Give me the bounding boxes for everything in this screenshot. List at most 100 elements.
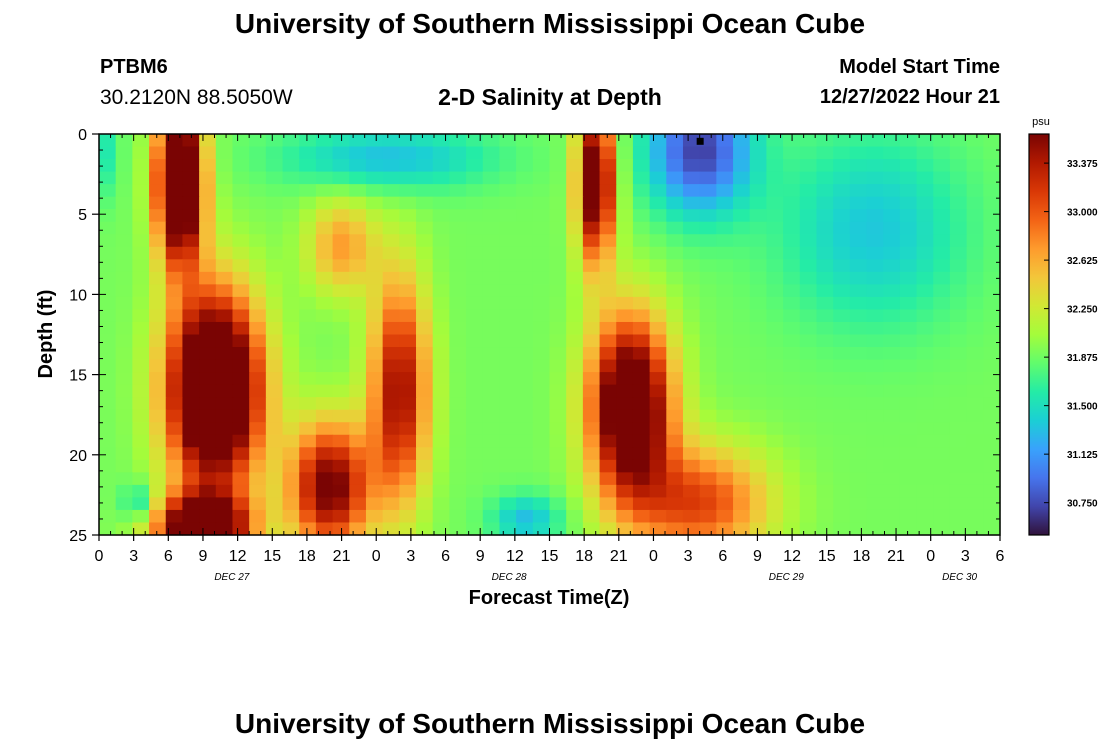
heatmap-cell — [282, 359, 300, 373]
heatmap-cell — [282, 459, 300, 473]
heatmap-cell — [599, 134, 617, 148]
colorbar-tick-label: 31.125 — [1067, 450, 1098, 461]
heatmap-cell — [733, 472, 751, 486]
heatmap-cells — [99, 134, 1001, 536]
heatmap-cell — [165, 271, 184, 285]
heatmap-cell — [165, 321, 184, 336]
heatmap-cell — [349, 209, 367, 223]
heatmap-cell — [132, 334, 150, 348]
heatmap-cell — [416, 497, 434, 511]
heatmap-cell — [883, 422, 901, 436]
heatmap-cell — [332, 372, 350, 386]
heatmap-cell — [399, 309, 417, 323]
heatmap-cell — [416, 309, 434, 323]
heatmap-cell — [616, 372, 634, 386]
heatmap-cell — [766, 171, 784, 185]
heatmap-cell — [516, 497, 534, 511]
heatmap-cell — [849, 134, 868, 148]
heatmap-cell — [516, 146, 534, 160]
heatmap-cell — [833, 259, 851, 273]
heatmap-cell — [115, 334, 133, 348]
heatmap-cell — [966, 184, 984, 198]
heatmap-cell — [132, 196, 150, 210]
heatmap-cell — [282, 484, 300, 499]
heatmap-cell — [365, 434, 384, 448]
heatmap-cell — [649, 271, 667, 285]
heatmap-cell — [616, 384, 634, 398]
heatmap-cell — [199, 497, 217, 511]
heatmap-cell — [716, 234, 734, 248]
heatmap-cell — [699, 359, 717, 373]
heatmap-cell — [115, 447, 133, 461]
heatmap-cell — [983, 397, 1001, 411]
heatmap-cell — [482, 209, 501, 223]
heatmap-cell — [249, 321, 267, 336]
heatmap-cell — [749, 397, 768, 411]
heatmap-cell — [949, 422, 968, 436]
heatmap-cell — [516, 196, 534, 210]
heatmap-cell — [315, 234, 334, 248]
heatmap-cell — [466, 196, 484, 210]
heatmap-cell — [265, 409, 284, 423]
heatmap-cell — [866, 347, 884, 361]
heatmap-cell — [749, 359, 768, 373]
heatmap-cell — [632, 434, 651, 448]
heatmap-cell — [582, 221, 601, 235]
heatmap-cell — [616, 409, 634, 423]
heatmap-cell — [883, 321, 901, 336]
heatmap-cell — [265, 146, 284, 160]
heatmap-cell — [432, 246, 450, 260]
heatmap-cell — [766, 146, 784, 160]
heatmap-cell — [199, 397, 217, 411]
heatmap-cell — [983, 284, 1001, 298]
heatmap-cell — [99, 347, 117, 361]
heatmap-cell — [432, 334, 450, 348]
heatmap-cell — [783, 296, 801, 311]
heatmap-cell — [966, 334, 984, 348]
heatmap-cell — [816, 134, 834, 148]
heatmap-cell — [966, 284, 984, 298]
heatmap-cell — [849, 447, 868, 461]
heatmap-cell — [232, 309, 250, 323]
heatmap-cell — [616, 234, 634, 248]
heatmap-cell — [566, 184, 584, 198]
heatmap-cell — [132, 347, 150, 361]
heatmap-cell — [399, 259, 417, 273]
heatmap-cell — [632, 484, 651, 499]
heatmap-cell — [132, 159, 150, 173]
heatmap-cell — [783, 447, 801, 461]
heatmap-cell — [482, 309, 501, 323]
heatmap-cell — [449, 134, 467, 148]
heatmap-cell — [232, 159, 250, 173]
heatmap-cell — [399, 447, 417, 461]
heatmap-cell — [182, 259, 200, 273]
heatmap-cell — [899, 184, 918, 198]
heatmap-cell — [365, 447, 384, 461]
heatmap-cell — [482, 221, 501, 235]
heatmap-cell — [299, 472, 317, 486]
heatmap-cell — [632, 234, 651, 248]
heatmap-cell — [249, 459, 267, 473]
heatmap-cell — [849, 359, 868, 373]
heatmap-cell — [432, 409, 450, 423]
heatmap-cell — [349, 447, 367, 461]
heatmap-cell — [883, 284, 901, 298]
heatmap-cell — [149, 159, 167, 173]
heatmap-cell — [666, 246, 684, 260]
heatmap-cell — [482, 171, 501, 185]
heatmap-cell — [532, 259, 551, 273]
heatmap-cell — [382, 434, 400, 448]
heatmap-cell — [549, 522, 567, 536]
heatmap-cell — [365, 472, 384, 486]
footer-title: University of Southern Mississippi Ocean… — [234, 708, 866, 739]
heatmap-cell — [883, 221, 901, 235]
heatmap-cell — [549, 309, 567, 323]
heatmap-cell — [682, 196, 701, 210]
heatmap-cell — [699, 447, 717, 461]
heatmap-cell — [632, 409, 651, 423]
heatmap-cell — [182, 134, 200, 148]
heatmap-cell — [916, 447, 934, 461]
heatmap-cell — [432, 296, 450, 311]
heatmap-cell — [749, 422, 768, 436]
heatmap-cell — [432, 459, 450, 473]
